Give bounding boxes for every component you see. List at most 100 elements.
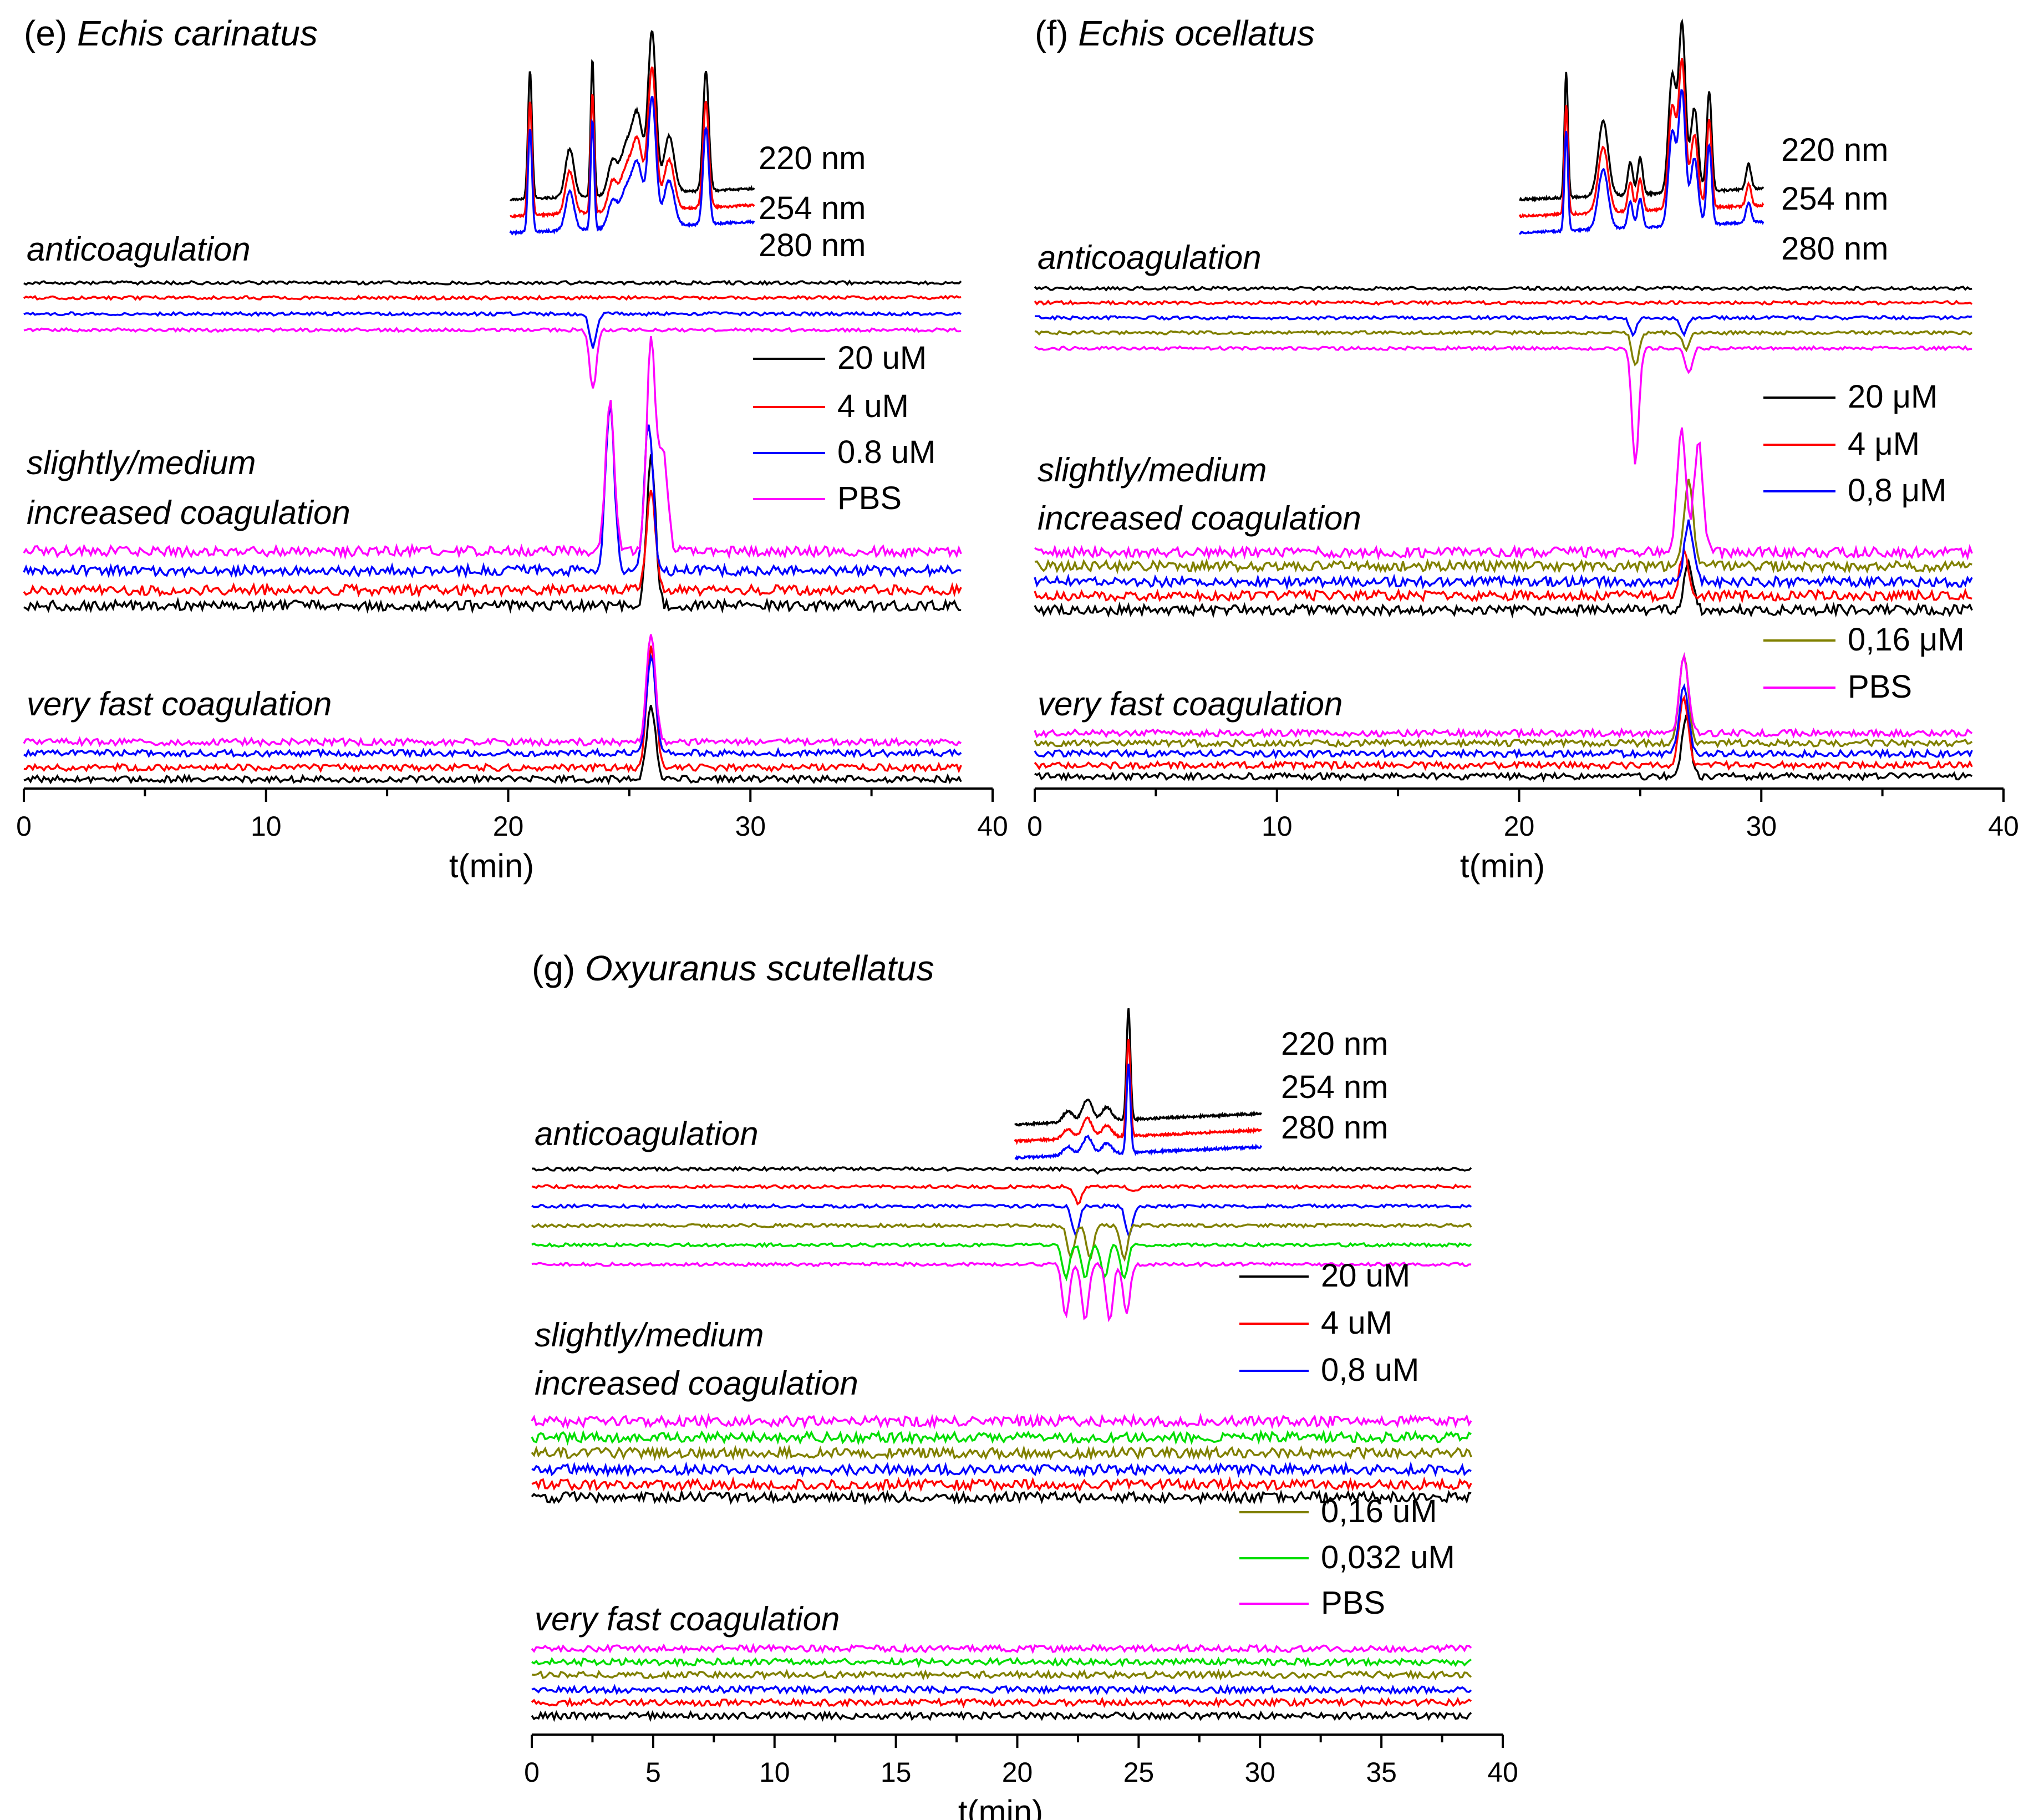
uv-legend-label: 280 nm (1281, 1110, 1388, 1146)
trace-very-fast (531, 1643, 1472, 1655)
legend-label: PBS (1321, 1585, 1385, 1621)
legend-label: 20 uM (1321, 1258, 1410, 1294)
section-label: increased coagulation (1038, 500, 1361, 537)
legend-label: 4 μM (1848, 426, 1920, 462)
legend-label: 4 uM (837, 388, 909, 424)
x-tick-label: 30 (1746, 811, 1777, 842)
trace-slightly-medium (23, 403, 962, 579)
uv-trace-280nm (1014, 1063, 1263, 1161)
trace-slightly-medium (1034, 558, 1973, 619)
legend-label: 0,8 μM (1848, 472, 1946, 509)
trace-slightly-medium (23, 454, 962, 614)
legend-label: 0,16 uM (1321, 1493, 1437, 1529)
section-label: very fast coagulation (535, 1600, 840, 1638)
uv-legend-label: 220 nm (1281, 1026, 1388, 1062)
uv-trace-280nm (509, 96, 755, 236)
x-tick-label: 10 (759, 1757, 790, 1788)
x-tick-label: 0 (16, 811, 32, 842)
legend-label: 0.8 uM (837, 434, 935, 470)
uv-trace-254nm (1014, 1039, 1263, 1146)
x-tick-label: 0 (524, 1757, 540, 1788)
section-label: very fast coagulation (1038, 685, 1343, 723)
trace-anticoagulation (531, 1166, 1472, 1175)
panel-e: (e) Echis carinatus 0 10 20 30 40 t(min) antico… (16, 13, 1008, 884)
legend-label: 0,8 uM (1321, 1352, 1419, 1388)
legend-label: 20 uM (837, 340, 927, 376)
trace-very-fast (531, 1669, 1472, 1681)
uv-legend-label: 280 nm (759, 227, 866, 263)
x-tick-label: 35 (1366, 1757, 1397, 1788)
x-tick-label: 0 (1027, 811, 1043, 842)
trace-anticoagulation (23, 279, 962, 286)
uv-legend-label: 220 nm (759, 140, 866, 176)
uv-legend-label: 254 nm (1781, 181, 1888, 217)
species-name: Echis ocellatus (1078, 13, 1315, 53)
trace-anticoagulation (531, 1242, 1472, 1282)
section-label: increased coagulation (27, 494, 350, 531)
trace-anticoagulation (1034, 299, 1973, 306)
trace-anticoagulation (23, 311, 962, 349)
uv-legend-label: 254 nm (759, 190, 866, 226)
legend-label: 20 μM (1848, 379, 1938, 415)
panel-letter: (g) (532, 948, 585, 988)
trace-anticoagulation (531, 1203, 1472, 1240)
panel-title: (e) Echis carinatus (24, 13, 318, 53)
x-tick-label: 40 (1487, 1757, 1518, 1788)
uv-trace-220nm (1014, 1008, 1262, 1127)
section-label: anticoagulation (27, 231, 251, 268)
uv-legend-label: 280 nm (1781, 231, 1888, 267)
trace-slightly-medium (531, 1429, 1472, 1446)
species-name: Oxyuranus scutellatus (585, 948, 934, 988)
panel-g: (g) Oxyuranus scutellatus 0 5 10 15 20 25 30 35 4… (524, 948, 1518, 1820)
x-axis-title: t(min) (958, 1793, 1043, 1820)
x-tick-label: 40 (1988, 811, 2019, 842)
trace-slightly-medium (1034, 427, 1973, 561)
trace-slightly-medium (531, 1412, 1472, 1430)
trace-very-fast (23, 634, 962, 748)
legend-label: 0,032 uM (1321, 1539, 1455, 1575)
legend-label: PBS (1848, 669, 1912, 705)
trace-slightly-medium (531, 1489, 1472, 1506)
trace-very-fast (531, 1656, 1472, 1668)
trace-slightly-medium (1034, 519, 1973, 591)
x-axis-title: t(min) (1460, 847, 1545, 884)
trace-very-fast (531, 1710, 1472, 1722)
section-label: slightly/medium (1038, 451, 1267, 489)
trace-very-fast (531, 1684, 1472, 1696)
trace-very-fast (1034, 652, 1973, 739)
trace-slightly-medium (1034, 479, 1972, 575)
trace-very-fast (1034, 683, 1973, 760)
legend-label: PBS (837, 480, 902, 516)
trace-very-fast (1034, 652, 1973, 749)
section-label: anticoagulation (1038, 239, 1262, 276)
x-tick-label: 30 (1244, 1757, 1275, 1788)
legend-label: 4 uM (1321, 1305, 1392, 1341)
trace-very-fast (1034, 714, 1973, 782)
uv-legend-label: 220 nm (1781, 132, 1888, 168)
panel-letter: (e) (24, 13, 77, 53)
species-name: Echis carinatus (77, 13, 318, 53)
trace-anticoagulation (531, 1261, 1472, 1323)
panel-f: (f) Echis ocellatus 0 10 20 30 40 t(min) antico… (1027, 13, 2019, 884)
uv-legend-label: 254 nm (1281, 1069, 1388, 1105)
x-tick-label: 5 (645, 1757, 661, 1788)
section-label: increased coagulation (535, 1365, 858, 1402)
x-tick-label: 30 (735, 811, 766, 842)
trace-slightly-medium (23, 490, 962, 598)
trace-anticoagulation (1034, 314, 1972, 338)
trace-very-fast (23, 705, 962, 785)
section-label: very fast coagulation (27, 685, 332, 723)
trace-slightly-medium (531, 1444, 1472, 1462)
trace-anticoagulation (23, 294, 962, 301)
panel-title: (f) Echis ocellatus (1035, 13, 1315, 53)
panel-title: (g) Oxyuranus scutellatus (532, 948, 934, 988)
trace-very-fast (23, 653, 962, 759)
trace-very-fast (23, 645, 962, 774)
trace-anticoagulation (531, 1183, 1472, 1206)
trace-slightly-medium (23, 335, 962, 560)
x-axis-title: t(min) (449, 847, 534, 884)
x-tick-label: 10 (251, 811, 282, 842)
trace-anticoagulation (1034, 329, 1973, 367)
x-tick-label: 10 (1262, 811, 1293, 842)
x-tick-label: 25 (1123, 1757, 1155, 1788)
